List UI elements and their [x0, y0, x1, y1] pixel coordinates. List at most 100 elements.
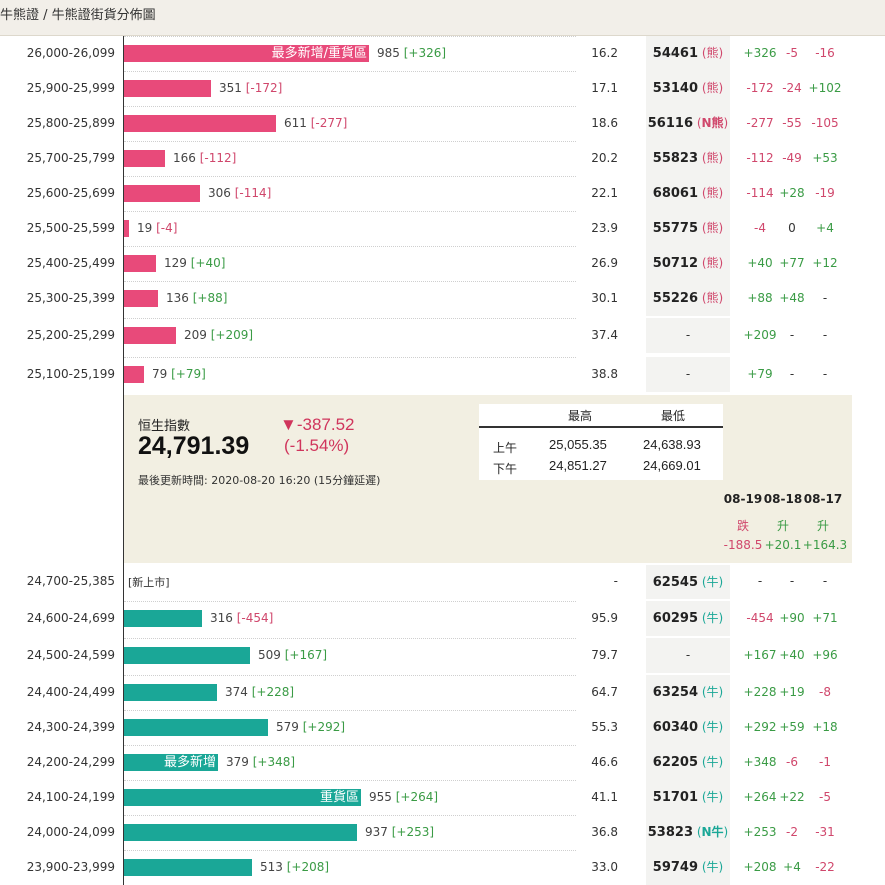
code-cell[interactable]: - — [646, 318, 730, 353]
code-cell[interactable]: 53823 (N牛) — [646, 815, 730, 850]
bull-bar[interactable]: 最多新增 — [124, 754, 218, 771]
bear-bar[interactable]: 最多新增/重貨區 — [124, 45, 369, 62]
code-cell[interactable]: 60340 (牛) — [646, 710, 730, 745]
warrant-code[interactable]: 51701 — [652, 790, 699, 805]
bear-bar[interactable] — [124, 290, 158, 307]
bull-bar[interactable]: 重貨區 — [124, 789, 361, 806]
warrant-kind-text: 牛 — [706, 755, 719, 769]
code-cell[interactable]: 51701 (牛) — [646, 780, 730, 815]
table-row[interactable]: 25,700-25,799 166 [-112] 20.2 55823 (熊) -112… — [0, 141, 885, 176]
bear-bar[interactable] — [124, 220, 129, 237]
code-cell[interactable]: 62205 (牛) — [646, 745, 730, 780]
bear-bar[interactable] — [124, 255, 156, 272]
count-value: 611 — [284, 116, 307, 130]
code-cell[interactable]: - — [646, 638, 730, 673]
outstanding-count: 129 [+40] — [164, 256, 225, 270]
bear-bar[interactable] — [124, 327, 176, 344]
table-row[interactable]: 25,100-25,199 79 [+79] 38.8 - +79 - - — [0, 357, 885, 392]
table-row[interactable]: 25,600-25,699 306 [-114] 22.1 68061 (熊) -114… — [0, 176, 885, 211]
table-row[interactable]: 26,000-26,099 最多新增/重貨區 985 [+326] 16.2 54461… — [0, 36, 885, 71]
change-1: -114 — [746, 186, 774, 200]
table-row[interactable]: 24,300-24,399 579 [+292] 55.3 60340 (牛) +292… — [0, 710, 885, 745]
bull-bar[interactable] — [124, 719, 268, 736]
warrant-kind-text: N牛 — [701, 825, 724, 839]
change-2: -2 — [786, 825, 798, 839]
new-listing-row[interactable]: 24,700-25,385 [新上市] - 62545 (牛) - - - — [0, 563, 885, 599]
table-row[interactable]: 25,200-25,299 209 [+209] 37.4- +209- - — [0, 318, 885, 353]
table-row[interactable]: 24,600-24,699 316 [-454] 95.9 60295 (牛) -454… — [0, 601, 885, 636]
table-row[interactable]: 25,400-25,499 129 [+40] 26.9 50712 (熊) +40 +7… — [0, 246, 885, 281]
row-divider — [124, 815, 576, 816]
code-cell[interactable]: 54461 (熊) — [646, 36, 730, 71]
warrant-code[interactable]: 68061 — [652, 186, 699, 201]
count-delta: [+40] — [190, 256, 226, 270]
code-cell[interactable]: 55823 (熊) — [646, 141, 730, 176]
warrant-code[interactable]: 53823 — [647, 825, 693, 840]
code-cell[interactable]: 63254 (牛) — [646, 675, 730, 710]
warrant-code[interactable]: 59749 — [652, 860, 699, 875]
warrant-code[interactable]: 55823 — [652, 151, 699, 166]
day-dir-1: 跌 — [736, 519, 749, 533]
warrant-code[interactable]: 50712 — [652, 256, 699, 271]
change-1: +326 — [743, 46, 777, 60]
code-cell[interactable]: 68061 (熊) — [646, 176, 730, 211]
row-divider — [124, 246, 576, 247]
code-cell[interactable]: 56116 (N熊) — [646, 106, 730, 141]
code-cell[interactable]: 60295 (牛) — [646, 601, 730, 636]
warrant-code[interactable]: 54461 — [652, 46, 699, 61]
table-row[interactable]: 25,900-25,999 351 [-172] 17.1 53140 (熊) -172… — [0, 71, 885, 106]
change-2: +48 — [779, 291, 805, 305]
table-row[interactable]: 25,500-25,599 19 [-4] 23.9 55775 (熊) -4 0 +4 — [0, 211, 885, 246]
code-cell[interactable]: 59749 (牛) — [646, 850, 730, 885]
bear-bar[interactable] — [124, 366, 144, 383]
code-cell[interactable]: 55775 (熊) — [646, 211, 730, 246]
change-2: -6 — [786, 755, 798, 769]
warrant-code[interactable]: 60340 — [652, 720, 699, 735]
index-change: ▼-387.52 — [280, 415, 355, 434]
code-cell[interactable]: 62545 (牛) — [646, 565, 730, 599]
table-row[interactable]: 24,000-24,099 937 [+253] 36.8 53823 (N牛) +25… — [0, 815, 885, 850]
distance-pct: 64.7 — [591, 685, 618, 699]
table-row[interactable]: 24,200-24,299 最多新增 379 [+348] 46.6 62205 (牛)… — [0, 745, 885, 780]
warrant-code[interactable]: 53140 — [652, 81, 699, 96]
code-cell[interactable]: 53140 (熊) — [646, 71, 730, 106]
warrant-code[interactable]: 60295 — [652, 611, 699, 626]
warrant-code[interactable]: 55775 — [652, 221, 699, 236]
table-row[interactable]: 23,900-23,999 513 [+208] 33.0 59749 (牛) +208… — [0, 850, 885, 885]
bull-bar[interactable] — [124, 610, 202, 627]
bear-bar[interactable] — [124, 115, 276, 132]
warrant-code[interactable]: 56116 — [647, 116, 693, 131]
table-row[interactable]: 25,300-25,399 136 [+88] 30.1 55226 (熊) +88 +4… — [0, 281, 885, 316]
bear-bar[interactable] — [124, 185, 200, 202]
distance-pct: 79.7 — [591, 648, 618, 662]
warrant-code[interactable]: 62205 — [652, 755, 699, 770]
table-row[interactable]: 24,100-24,199 重貨區 955 [+264] 41.1 51701 (牛) +… — [0, 780, 885, 815]
table-row[interactable]: 24,500-24,599 509 [+167] 79.7 - +167 +40 +96 — [0, 638, 885, 673]
table-row[interactable]: 24,400-24,499 374 [+228] 64.7 63254 (牛) +228… — [0, 675, 885, 710]
bull-bar[interactable] — [124, 859, 252, 876]
change-2: -49 — [782, 151, 802, 165]
code-cell[interactable]: 55226 (熊) — [646, 281, 730, 316]
change-3: +4 — [816, 221, 834, 235]
bull-bar[interactable] — [124, 647, 250, 664]
code-cell[interactable]: 50712 (熊) — [646, 246, 730, 281]
bull-bar[interactable] — [124, 824, 357, 841]
no-code: - — [685, 367, 691, 381]
count-value: 513 — [260, 860, 283, 874]
day-dir-3: 升 — [816, 519, 829, 533]
row-divider — [124, 745, 576, 746]
warrant-code[interactable]: 62545 — [652, 575, 698, 590]
warrant-kind: (熊) — [698, 46, 724, 60]
count-value: 209 — [184, 328, 207, 342]
no-code: - — [685, 328, 691, 342]
warrant-code[interactable]: 63254 — [652, 685, 699, 700]
change-1: +292 — [743, 720, 777, 734]
bear-bar[interactable] — [124, 150, 165, 167]
change-3: -5 — [819, 790, 831, 804]
bull-bar[interactable] — [124, 684, 217, 701]
change-3: -16 — [815, 46, 835, 60]
code-cell[interactable]: - — [646, 357, 730, 392]
bear-bar[interactable] — [124, 80, 211, 97]
warrant-code[interactable]: 55226 — [652, 291, 699, 306]
table-row[interactable]: 25,800-25,899 611 [-277] 18.6 56116 (N熊) -27… — [0, 106, 885, 141]
